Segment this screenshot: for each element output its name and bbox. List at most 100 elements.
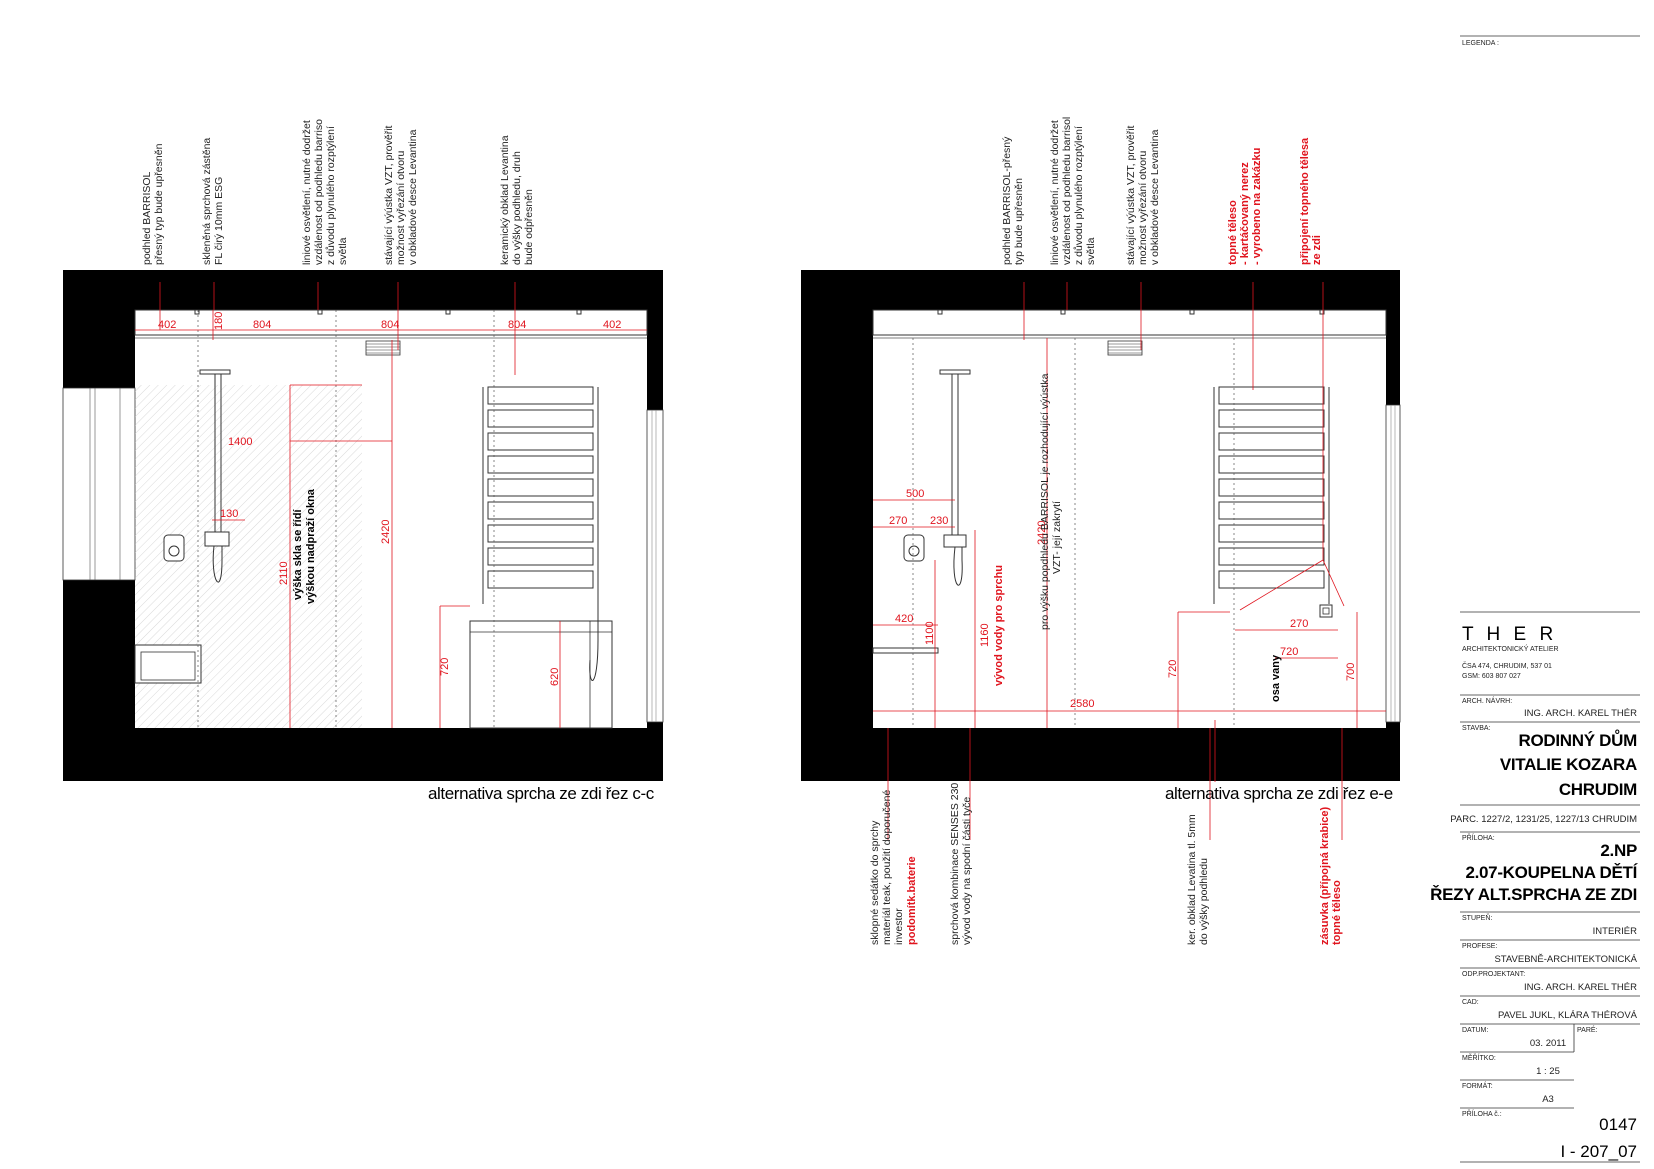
meritko-value: 1 : 25	[1536, 1066, 1560, 1077]
dim-270a-ee: 270	[889, 515, 907, 527]
note-cc-5-line3: bude odpřesněn	[523, 189, 535, 265]
radiator-rung	[487, 501, 594, 520]
dim-230-ee: 230	[930, 515, 948, 527]
title-block: T H E R ARCHITEKTONICKÝ ATELIER ČSA 474,…	[1430, 611, 1640, 1163]
note-ee-2-line1: liniové osvětlení, nutné dodržet	[1049, 120, 1061, 265]
meritko-label: MĚŘÍTKO:	[1462, 1053, 1496, 1062]
top-notes-ee: podhled BARRISOL-přesný typ bude upřesně…	[1001, 117, 1323, 265]
note-cc-3-line4: světla	[337, 237, 349, 265]
format-value: A3	[1542, 1094, 1554, 1105]
firm-gsm: GSM: 603 807 027	[1462, 673, 1521, 680]
radiator-rung	[1218, 547, 1325, 566]
note-cc-5-line2: do výšky podhledu, druh	[511, 151, 523, 265]
legend-label: LEGENDA :	[1462, 40, 1499, 47]
dim-402a-cc: 402	[158, 319, 176, 331]
mixer-ee	[903, 534, 925, 562]
section-ee: 500 270 230 420 1100 1160 2420 2580 720 …	[801, 117, 1401, 945]
seat-ee	[872, 647, 939, 654]
mixer-cc	[163, 534, 185, 562]
priloha-line2: 2.07-KOUPELNA DĚTÍ	[1465, 863, 1638, 882]
ceiling-lights-cc	[194, 310, 582, 315]
bnote-ee-1-line1: sklopné sedátko do sprchy	[869, 820, 881, 945]
stavba-label: STAVBA:	[1462, 725, 1491, 732]
note-cc-4-line2: možnost vyřezání otvoru	[395, 150, 407, 265]
note-cc-3-line2: vzdálenost od podhledu barriso	[313, 119, 325, 265]
towel-radiator-ee	[1213, 386, 1330, 604]
bench-cc	[134, 644, 202, 684]
radiator-rung	[487, 524, 594, 543]
dim-620-cc: 620	[549, 668, 561, 686]
radiator-rung	[487, 432, 594, 451]
dim-1160-ee: 1160	[979, 623, 991, 647]
note-cc-3-line3: z důvodu plynulého rozptýlení	[325, 126, 337, 265]
ceiling-lights-ee	[937, 310, 1325, 315]
window-cc	[62, 387, 136, 581]
bnote-red-ee-1: podomítk.baterie	[906, 856, 918, 945]
dim-500-ee: 500	[906, 488, 924, 500]
odp-label: ODP.PROJEKTANT:	[1462, 971, 1525, 978]
radiator-rung	[1218, 432, 1325, 451]
red-note-ee-2-line2: ze zdi	[1311, 235, 1323, 265]
note-cc-1-line2: přesný typ bude upřesněn	[153, 143, 165, 265]
osa-vany: osa vany	[1270, 654, 1282, 702]
glass-note-line2: výškou nadpraží okna	[305, 488, 317, 604]
note-ee-1-line1: podhled BARRISOL-přesný	[1001, 136, 1013, 265]
dim-2420-cc: 2420	[380, 520, 392, 544]
caption-ee: alternativa sprcha ze zdi řez e-e	[1165, 784, 1393, 803]
caption-cc: alternativa sprcha ze zdi řez c-c	[428, 784, 655, 803]
drawing-number: I - 207_07	[1560, 1142, 1637, 1161]
radiator-rung	[1218, 570, 1325, 589]
dim-2420-ee: 2420	[1036, 521, 1048, 545]
red-note-ee-2-line1: připojení topného tělesa	[1299, 137, 1311, 265]
glass-note-line1: výška skla se řídí	[292, 509, 304, 600]
ceiling-ee	[872, 309, 1387, 336]
arch-label: ARCH. NÁVRH:	[1462, 696, 1512, 705]
radiator-rung	[1218, 524, 1325, 543]
stupen-value: INTERIÉR	[1593, 926, 1637, 937]
priloha-line1: 2.NP	[1600, 841, 1637, 860]
cad-label: CAD:	[1462, 999, 1479, 1006]
inner-note-ee-line2: VZT- její zakrytí	[1051, 501, 1063, 574]
format-label: FORMÁT:	[1462, 1081, 1493, 1090]
priloha-c-label: PŘÍLOHA č.:	[1462, 1109, 1502, 1118]
radiator-rung	[1218, 409, 1325, 428]
radiator-rung	[1218, 455, 1325, 474]
wall-outline-ee	[801, 270, 1400, 781]
bottom-notes-ee: sklopné sedátko do sprchy materiál teak,…	[869, 783, 1343, 945]
radiator-rung	[487, 478, 594, 497]
inner-note-ee-line1: pro výšku popdhledu BARRISOL je rozhoduj…	[1039, 373, 1051, 630]
dim-720-ee: 720	[1167, 660, 1179, 678]
section-cc: 402 180 804 804 804 402 1400 130 2110 24…	[62, 119, 664, 803]
note-ee-3-line1: stávající výústka VZT, prověřit	[1125, 125, 1137, 265]
bathtub-cc	[469, 620, 613, 729]
note-cc-2-line2: FL čirý 10mm ESG	[213, 177, 225, 265]
parc: PARC. 1227/2, 1231/25, 1227/13 CHRUDIM	[1450, 814, 1637, 825]
priloha-c-value: 0147	[1599, 1115, 1637, 1134]
stupen-label: STUPEŇ:	[1462, 913, 1492, 922]
note-cc-4-line3: v obkladové desce Levantina	[407, 129, 419, 265]
bnote-ee-2-line2: vývod vody na spodní části tyče	[961, 797, 973, 945]
profese-value: STAVEBNĚ-ARCHITEKTONICKÁ	[1494, 954, 1637, 965]
bnote-red-ee-2-line2: topné těleso	[1331, 880, 1343, 945]
radiator-rung	[1218, 386, 1325, 405]
top-notes-cc: podhled BARRISOL přesný typ bude upřesně…	[141, 119, 535, 265]
note-ee-2-line2: vzdálenost od podhledu barrisol	[1061, 117, 1073, 265]
arch-value: ING. ARCH. KAREL THÉR	[1524, 708, 1637, 719]
red-note-ee-1-line1: topné těleso	[1227, 200, 1239, 265]
window-ee	[1385, 404, 1401, 723]
dim-2580-ee: 2580	[1070, 698, 1094, 710]
note-ee-1-line2: typ bude upřesněn	[1013, 178, 1025, 265]
bnote-ee-1-line3: investor	[893, 908, 905, 945]
priloha-line3: ŘEZY ALT.SPRCHA ZE ZDI	[1430, 885, 1637, 904]
dim-720b-ee: 720	[1280, 646, 1298, 658]
bnote-red-ee-2-line1: zásuvka (přípojná krabice)	[1319, 807, 1331, 945]
radiator-rung	[1218, 501, 1325, 520]
firm-sub: ARCHITEKTONICKÝ ATELIER	[1462, 644, 1559, 653]
tub-faucet-cc	[589, 583, 599, 681]
dim-420-ee: 420	[895, 613, 913, 625]
dimension-lines-cc	[135, 282, 647, 728]
towel-radiator-cc	[482, 386, 599, 604]
radiator-rung	[487, 409, 594, 428]
pare-label: PARÉ:	[1577, 1025, 1598, 1034]
